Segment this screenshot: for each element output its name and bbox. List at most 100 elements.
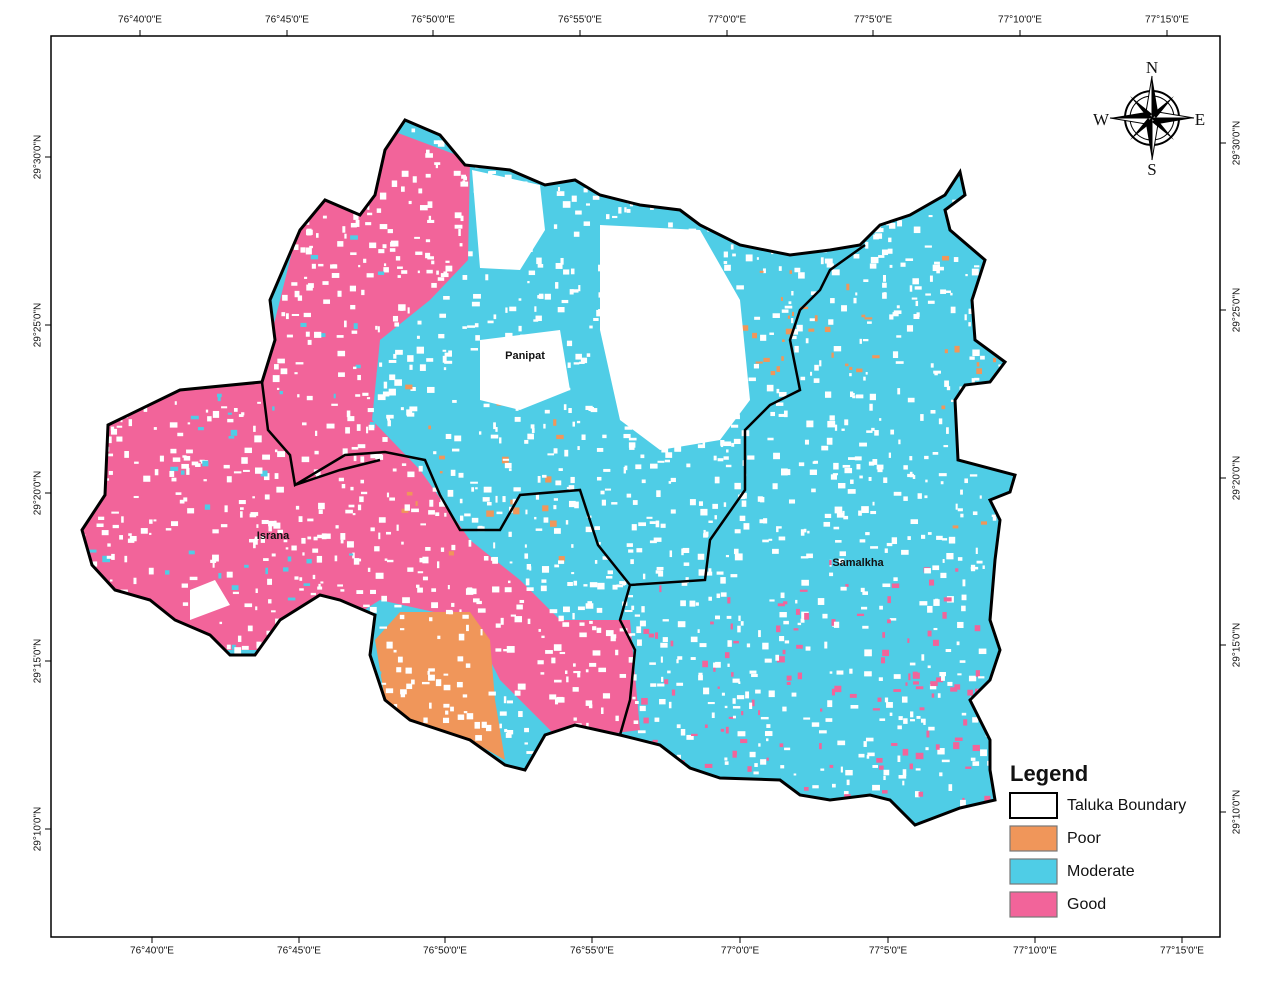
speckle: [726, 615, 732, 619]
speckle: [849, 668, 853, 674]
speckle: [724, 264, 731, 271]
speckle: [273, 522, 281, 529]
speckle: [814, 315, 818, 322]
speckle: [233, 471, 242, 474]
speckle: [731, 672, 734, 677]
speckle: [459, 609, 462, 613]
speckle: [804, 612, 810, 620]
speckle: [784, 305, 793, 309]
speckle: [134, 461, 139, 464]
speckle: [708, 596, 712, 601]
speckle: [390, 242, 396, 247]
speckle: [805, 646, 811, 651]
speckle: [862, 625, 869, 629]
speckle: [602, 434, 607, 439]
speckle: [399, 628, 405, 631]
speckle: [226, 571, 233, 578]
speckle: [549, 609, 558, 614]
speckle: [654, 717, 660, 722]
speckle: [872, 355, 880, 359]
speckle: [634, 700, 639, 704]
speckle: [766, 384, 774, 392]
speckle: [367, 205, 370, 210]
speckle: [872, 765, 879, 768]
speckle: [878, 765, 884, 770]
speckle: [342, 448, 348, 455]
speckle: [558, 556, 565, 562]
speckle: [724, 761, 729, 765]
speckle: [227, 418, 234, 423]
speckle: [433, 451, 437, 455]
speckle: [680, 729, 686, 736]
speckle: [564, 449, 569, 457]
speckle: [572, 612, 575, 620]
speckle: [241, 412, 245, 416]
speckle: [676, 659, 679, 664]
speckle: [601, 499, 606, 506]
speckle: [407, 567, 414, 572]
speckle: [462, 614, 469, 619]
speckle: [352, 513, 356, 516]
speckle: [577, 671, 581, 678]
speckle: [557, 186, 561, 192]
speckle: [783, 410, 788, 418]
speckle: [283, 567, 289, 572]
speckle: [423, 717, 428, 723]
speckle: [928, 215, 933, 218]
speckle: [382, 437, 388, 442]
speckle: [589, 620, 593, 624]
speckle: [597, 582, 605, 590]
speckle: [562, 201, 571, 208]
speckle: [861, 506, 869, 514]
speckle: [844, 468, 853, 474]
speckle: [596, 607, 603, 613]
speckle: [337, 290, 342, 297]
speckle: [566, 486, 571, 490]
speckle: [853, 254, 860, 259]
speckle: [898, 775, 907, 779]
speckle: [946, 386, 951, 391]
speckle: [740, 621, 744, 626]
speckle: [649, 662, 656, 665]
speckle: [249, 513, 257, 518]
speckle: [547, 453, 555, 456]
speckle: [969, 474, 978, 477]
speckle: [850, 704, 859, 709]
speckle: [882, 790, 888, 794]
speckle: [963, 719, 968, 726]
speckle: [502, 496, 506, 503]
speckle: [908, 673, 911, 681]
speckle: [509, 561, 513, 564]
speckle: [831, 688, 835, 696]
speckle: [786, 675, 792, 681]
speckle: [304, 276, 308, 279]
speckle: [202, 460, 209, 467]
graticule-label: 29°10'0"N: [33, 807, 44, 852]
speckle: [901, 696, 908, 703]
speckle: [321, 533, 327, 540]
speckle: [968, 675, 977, 682]
speckle: [943, 290, 951, 293]
speckle: [852, 395, 856, 399]
speckle: [845, 584, 849, 587]
legend-label: Taluka Boundary: [1067, 797, 1186, 814]
speckle: [88, 549, 97, 553]
speckle: [649, 521, 656, 524]
speckle: [850, 479, 854, 484]
speckle: [641, 479, 646, 484]
speckle: [190, 415, 199, 420]
speckle: [266, 630, 272, 635]
speckle: [786, 681, 791, 685]
speckle: [382, 244, 387, 249]
speckle: [506, 463, 512, 468]
speckle: [581, 434, 586, 441]
speckle: [874, 430, 879, 436]
speckle: [322, 215, 327, 219]
speckle: [437, 140, 445, 147]
speckle: [254, 467, 263, 474]
speckle: [525, 509, 528, 515]
speckle: [374, 546, 380, 552]
speckle: [541, 635, 545, 639]
speckle: [415, 501, 418, 506]
speckle: [779, 635, 785, 642]
